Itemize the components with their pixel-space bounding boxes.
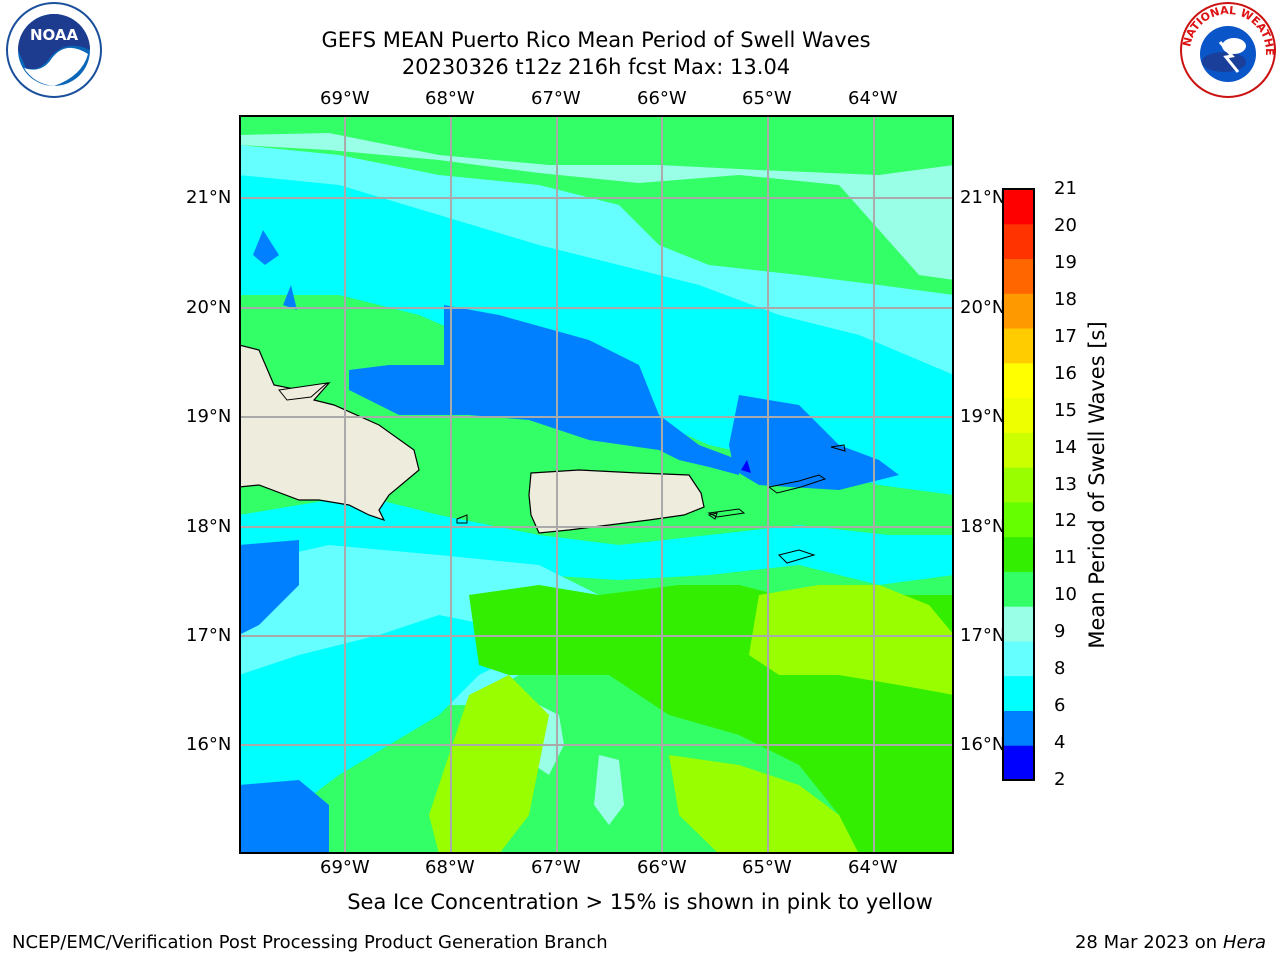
contour-4-6-spot1 [253,230,279,265]
colorbar-swatch [1003,675,1034,711]
colorbar-swatch [1003,571,1034,607]
contour-4-6-east [729,395,899,490]
lon-label-top: 66°W [637,88,687,109]
st-croix-island [778,549,816,564]
lon-label-top: 65°W [742,88,792,109]
puerto-rico-land [528,469,705,534]
svg-text:NOAA: NOAA [30,26,79,44]
colorbar-tick-label: 18 [1054,288,1077,310]
colorbar-swatch [1003,501,1034,538]
lat-label-left: 17°N [186,625,232,646]
colorbar-tick-label: 9 [1054,621,1066,643]
colorbar-tick-label: 10 [1054,584,1077,606]
colorbar-tick-label: 8 [1054,658,1066,680]
lon-label-top: 68°W [425,88,475,109]
map-title: GEFS MEAN Puerto Rico Mean Period of Swe… [321,28,871,52]
lon-label-bottom: 65°W [742,857,792,878]
contour-12-13-east [749,585,954,695]
colorbar-tick-label: 20 [1054,214,1077,236]
colorbar-tick-label: 13 [1054,473,1077,495]
map-border [239,115,954,854]
colorbar-tick-label: 21 [1054,178,1077,199]
colorbar-swatch [1003,189,1034,225]
colorbar-swatch [1003,606,1034,642]
lat-label-left: 20°N [186,297,232,318]
colorbar-tick-label: 11 [1054,547,1077,569]
lat-label-left: 19°N [186,406,232,427]
contour-2-4-spot [741,460,751,473]
contour-9-10 [239,133,954,280]
colorbar-swatch [1003,710,1034,746]
colorbar-swatch [1003,745,1034,781]
colorbar-swatch [1003,223,1034,260]
host-name: Hera [1222,932,1266,953]
colorbar-swatch [1003,397,1034,433]
lon-label-top: 64°W [848,88,898,109]
lat-label-right: 21°N [960,187,1006,208]
colorbar [1002,188,1035,781]
lon-label-top: 69°W [320,88,370,109]
contour-12-13-south [669,755,859,854]
lat-label-right: 20°N [960,297,1006,318]
contour-6-8-southwest [239,615,519,830]
colorbar-swatch [1003,640,1034,677]
colorbar-swatch [1003,536,1034,572]
contour-4-6-west [239,540,299,635]
date-stamp: 28 Mar 2023 on Hera [1074,932,1266,953]
lon-label-bottom: 64°W [848,857,898,878]
contour-9-10-south2 [594,755,624,825]
mona-island [456,514,468,524]
contour-4-6-trough [349,305,739,475]
colorbar-tick-label: 2 [1054,769,1066,790]
lon-label-bottom: 68°W [425,857,475,878]
lat-label-right: 16°N [960,734,1006,755]
colorbar-swatch [1003,328,1034,364]
hispaniola-peninsula [278,382,329,401]
colorbar-tick-label: 12 [1054,510,1077,532]
colorbar-swatch [1003,467,1034,503]
lat-label-right: 18°N [960,516,1006,537]
contour-4-6-southwest [239,780,329,854]
lat-label-right: 17°N [960,625,1006,646]
nws-logo: NATIONAL WEATHER SERVICE [1178,2,1276,98]
contour-12-13-sw [429,675,549,854]
colorbar-swatch [1003,362,1034,399]
vieques-island [707,508,746,518]
colorbar-tick-label: 15 [1054,399,1077,421]
colorbar-tick-label: 16 [1054,362,1077,384]
lon-label-bottom: 69°W [320,857,370,878]
colorbar-tick-label: 4 [1054,732,1066,754]
credit-text: NCEP/EMC/Verification Post Processing Pr… [12,932,608,953]
colorbar-tick-label: 17 [1054,325,1077,347]
lon-label-bottom: 66°W [637,857,687,878]
colorbar-tick-label: 14 [1054,436,1077,458]
colorbar-swatch [1003,258,1034,294]
lat-label-right: 19°N [960,406,1006,427]
grid-lines [239,115,954,854]
contour-4-6-spot2 [283,285,297,310]
lon-label-top: 67°W [531,88,581,109]
colorbar-tick-label: 19 [1054,251,1077,273]
swell-period-map [239,115,954,854]
lon-label-bottom: 67°W [531,857,581,878]
lat-label-left: 18°N [186,516,232,537]
virgin-islands [767,474,827,494]
lat-label-left: 21°N [186,187,232,208]
colorbar-tick-label: 6 [1054,695,1066,717]
colorbar-label: Mean Period of Swell Waves [s] [1085,321,1109,649]
noaa-logo: NOAA [6,2,102,98]
sea-ice-note: Sea Ice Concentration > 15% is shown in … [347,890,933,914]
anegada-island [830,444,846,452]
map-subtitle: 20230326 t12z 216h fcst Max: 13.04 [401,55,791,79]
colorbar-swatch [1003,432,1034,468]
lat-label-left: 16°N [186,734,232,755]
colorbar-swatch [1003,293,1034,329]
